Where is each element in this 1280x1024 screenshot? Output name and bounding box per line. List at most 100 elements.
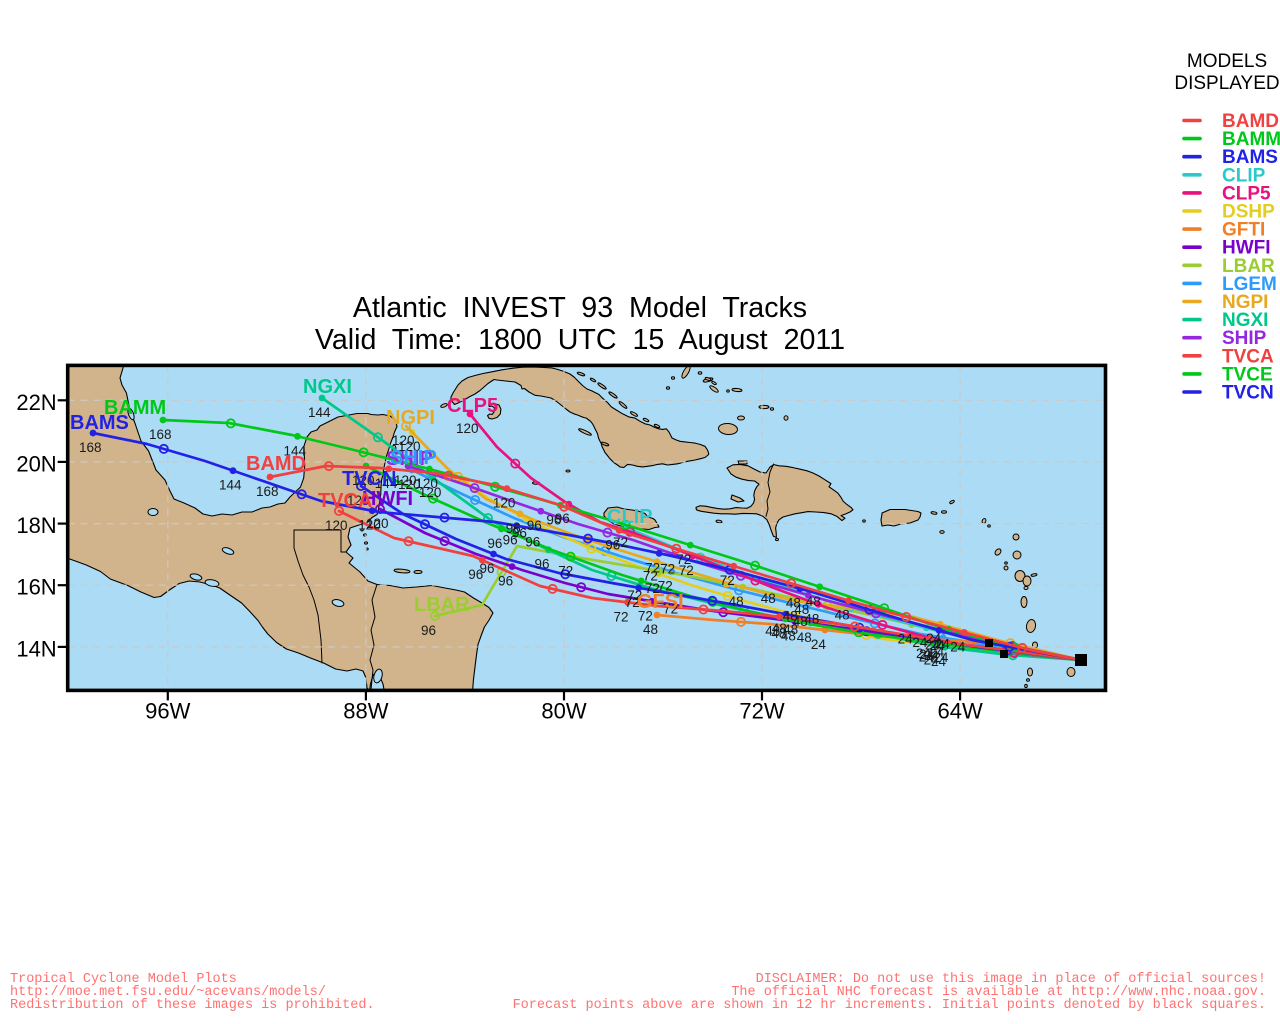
svg-text:http://moe.met.fsu.edu/~acevan: http://moe.met.fsu.edu/~acevans/models/: [10, 985, 326, 1000]
svg-text:72: 72: [627, 588, 642, 603]
svg-text:TVCN: TVCN: [1222, 383, 1274, 404]
svg-text:96: 96: [512, 526, 527, 541]
svg-text:24: 24: [926, 631, 942, 646]
svg-text:120: 120: [415, 476, 438, 491]
svg-text:72: 72: [638, 608, 653, 623]
svg-text:72: 72: [614, 609, 629, 624]
svg-text:96: 96: [480, 561, 495, 576]
svg-text:DISCLAIMER: Do not use this im: DISCLAIMER: Do not use this image in pla…: [756, 972, 1266, 987]
svg-text:168: 168: [79, 440, 102, 455]
svg-text:24: 24: [916, 646, 932, 661]
svg-text:CLP5: CLP5: [1222, 183, 1271, 204]
svg-text:CLP5: CLP5: [447, 395, 498, 417]
svg-text:72W: 72W: [739, 698, 784, 723]
svg-text:48: 48: [771, 626, 786, 641]
svg-text:48: 48: [793, 614, 808, 629]
svg-text:24: 24: [912, 635, 928, 650]
svg-text:96: 96: [506, 521, 521, 536]
svg-text:96: 96: [605, 537, 620, 552]
svg-text:24: 24: [919, 647, 935, 662]
svg-text:DISPLAYED: DISPLAYED: [1174, 73, 1279, 94]
svg-text:96: 96: [487, 536, 502, 551]
svg-text:48: 48: [804, 611, 819, 626]
svg-text:120: 120: [366, 516, 389, 531]
svg-text:48: 48: [797, 630, 812, 645]
svg-text:72: 72: [658, 579, 673, 594]
svg-text:CLIP: CLIP: [607, 506, 653, 528]
svg-text:HWFI: HWFI: [1222, 238, 1271, 259]
svg-text:72: 72: [643, 569, 658, 584]
svg-text:48: 48: [765, 624, 780, 639]
svg-text:BAMS: BAMS: [1222, 147, 1278, 168]
svg-text:24: 24: [950, 640, 966, 655]
svg-text:64W: 64W: [937, 698, 982, 723]
svg-text:Redistribution of these images: Redistribution of these images is prohib…: [10, 998, 375, 1013]
svg-text:16N: 16N: [16, 575, 56, 600]
svg-text:BAMS: BAMS: [70, 412, 129, 434]
svg-text:24: 24: [924, 652, 940, 667]
svg-text:48: 48: [772, 621, 787, 636]
svg-text:168: 168: [256, 484, 279, 499]
svg-text:96: 96: [503, 533, 518, 548]
svg-text:120: 120: [456, 421, 479, 436]
svg-text:120: 120: [493, 496, 516, 511]
svg-text:88W: 88W: [343, 698, 388, 723]
svg-text:80W: 80W: [541, 698, 586, 723]
svg-text:SHIP: SHIP: [386, 448, 433, 470]
svg-text:96: 96: [527, 518, 542, 533]
svg-text:48: 48: [806, 594, 821, 609]
svg-text:24: 24: [898, 632, 914, 647]
svg-text:120: 120: [358, 518, 381, 533]
svg-text:72: 72: [676, 552, 691, 567]
svg-text:MODELS: MODELS: [1187, 51, 1267, 72]
svg-text:72: 72: [679, 563, 694, 578]
svg-text:48: 48: [781, 629, 796, 644]
svg-text:LBAR: LBAR: [1222, 256, 1275, 277]
svg-text:72: 72: [558, 564, 573, 579]
svg-text:22N: 22N: [16, 390, 56, 415]
svg-text:72: 72: [625, 595, 640, 610]
svg-text:24: 24: [811, 637, 827, 652]
svg-text:96: 96: [468, 567, 483, 582]
svg-text:48: 48: [835, 608, 850, 623]
svg-text:HWFI: HWFI: [362, 488, 413, 510]
svg-text:GFSI: GFSI: [637, 591, 684, 613]
svg-text:72: 72: [663, 602, 678, 617]
svg-text:CLIP: CLIP: [1222, 165, 1266, 186]
svg-text:18N: 18N: [16, 513, 56, 538]
svg-text:BAMM: BAMM: [104, 397, 166, 419]
svg-text:BAMD: BAMD: [246, 453, 306, 475]
svg-text:144: 144: [308, 405, 331, 420]
svg-text:120: 120: [398, 439, 421, 454]
svg-text:NGXI: NGXI: [303, 376, 352, 398]
svg-text:120: 120: [352, 473, 375, 488]
svg-text:120: 120: [325, 518, 348, 533]
svg-text:96: 96: [535, 557, 550, 572]
svg-text:Tropical Cyclone Model Plots: Tropical Cyclone Model Plots: [10, 972, 237, 987]
svg-text:GFTI: GFTI: [1222, 220, 1265, 241]
svg-text:120: 120: [347, 493, 370, 508]
svg-text:120: 120: [398, 477, 421, 492]
svg-text:48: 48: [783, 622, 798, 637]
svg-text:24: 24: [924, 648, 940, 663]
svg-text:72: 72: [645, 560, 660, 575]
svg-text:48: 48: [794, 602, 809, 617]
svg-text:24: 24: [919, 650, 935, 665]
svg-text:NGPI: NGPI: [1222, 292, 1268, 313]
svg-text:72: 72: [720, 573, 735, 588]
svg-text:Valid Time: 1800 UTC 15 August: Valid Time: 1800 UTC 15 August 2011: [315, 324, 845, 356]
svg-text:48: 48: [783, 608, 798, 623]
svg-text:The official NHC forecast is a: The official NHC forecast is available a…: [731, 985, 1266, 1000]
svg-text:DSHP: DSHP: [1222, 202, 1275, 223]
svg-text:SHIP: SHIP: [1222, 328, 1267, 349]
svg-text:24: 24: [933, 650, 949, 665]
svg-text:96: 96: [555, 511, 570, 526]
svg-text:144: 144: [284, 443, 307, 458]
svg-text:144: 144: [375, 476, 398, 491]
svg-text:BAMM: BAMM: [1222, 129, 1280, 150]
svg-text:72: 72: [645, 581, 660, 596]
svg-text:TVCA: TVCA: [1222, 346, 1274, 367]
svg-text:NGPI: NGPI: [386, 407, 435, 429]
svg-text:14N: 14N: [16, 636, 56, 661]
svg-text:96: 96: [546, 512, 561, 527]
